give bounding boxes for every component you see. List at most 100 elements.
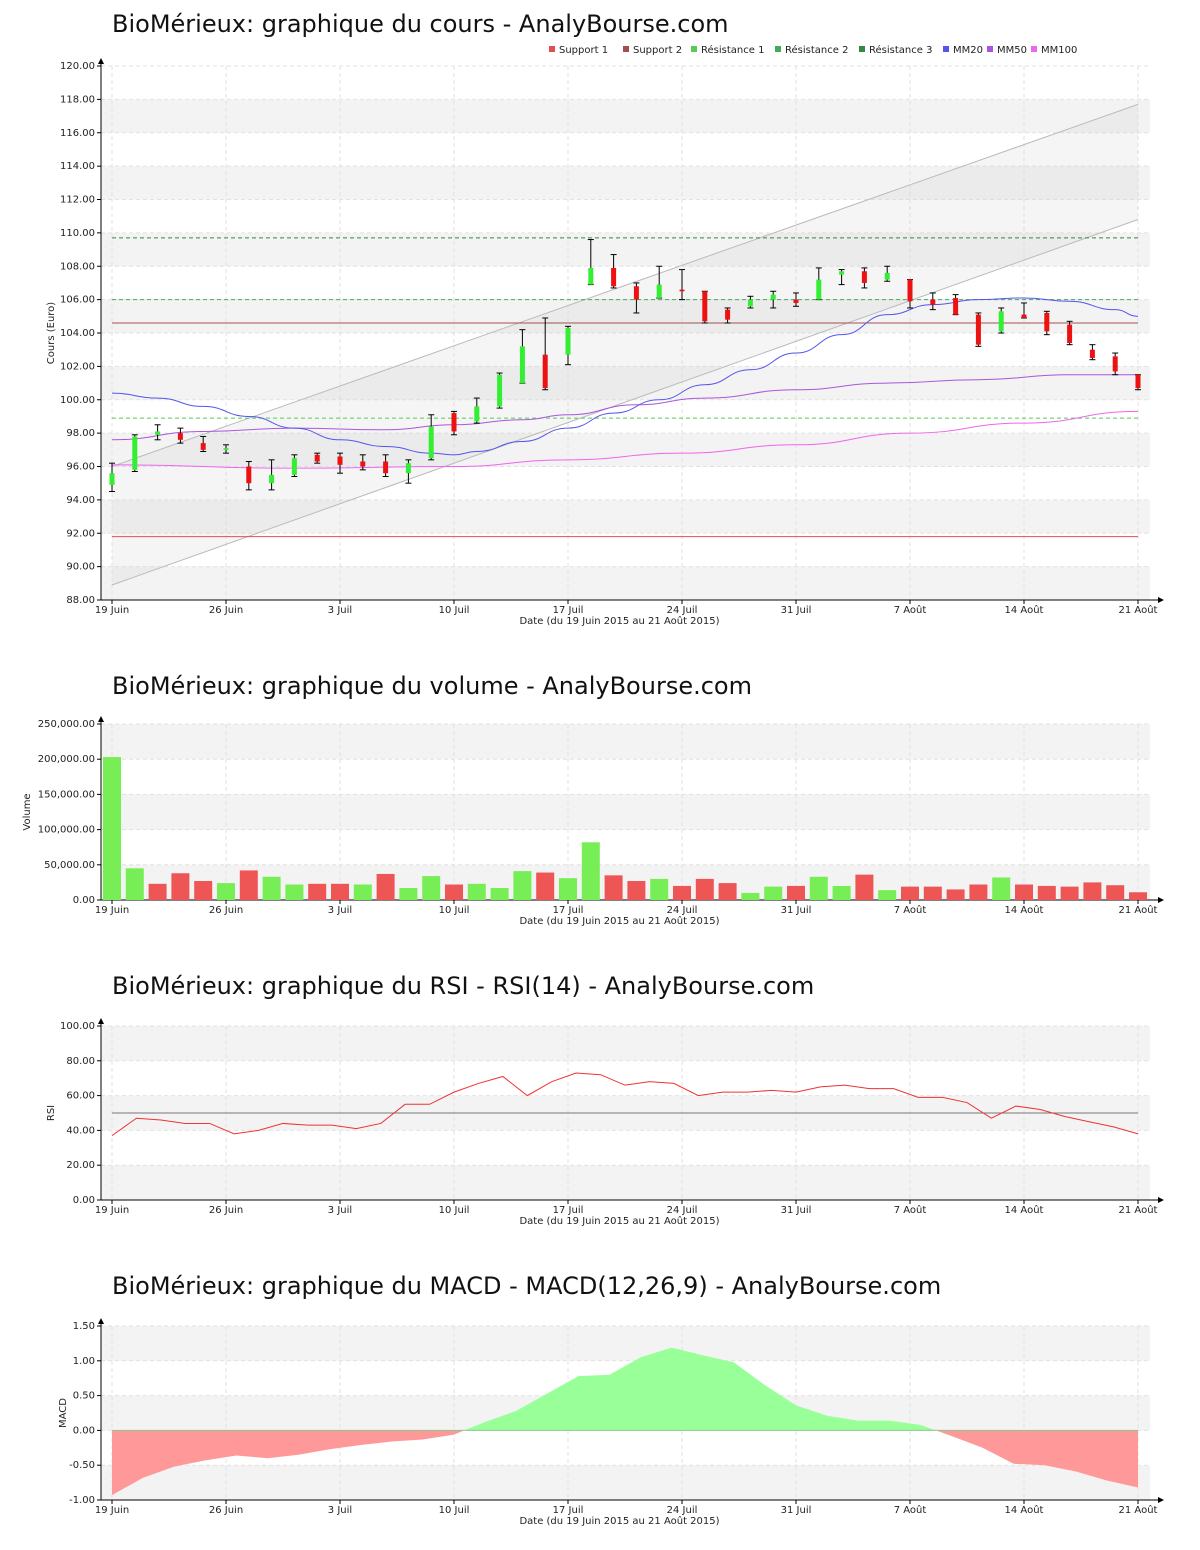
volume-bar	[627, 880, 646, 900]
price-ytick-label: 116.00	[60, 128, 95, 139]
volume-xtick-label: 26 Juin	[209, 905, 243, 916]
rsi-ytick-label: 80.00	[66, 1056, 95, 1067]
rsi-line	[111, 1072, 1139, 1137]
volume-bar	[217, 883, 235, 900]
volume-bar	[923, 886, 942, 900]
volume-ytick-label: 0.00	[73, 895, 95, 906]
price-xtick-label: 31 Juil	[781, 605, 812, 616]
price-band	[101, 566, 1150, 600]
macd-xtick-label: 24 Juil	[667, 1505, 698, 1516]
volume-xtick-label: 24 Juil	[667, 905, 698, 916]
price-ytick-label: 114.00	[60, 161, 95, 172]
candle-body	[337, 456, 343, 465]
volume-bar	[855, 874, 874, 900]
candle-body	[953, 297, 959, 315]
volume-x-arrow	[1158, 897, 1164, 903]
volume-band	[101, 794, 1150, 830]
volume-band	[101, 724, 1150, 760]
volume-y-axis-label: Volume	[22, 793, 33, 830]
legend-swatch	[623, 46, 629, 52]
price-band	[101, 166, 1150, 200]
volume-ytick-label: 100,000.00	[38, 825, 95, 836]
legend-swatch	[549, 46, 555, 52]
volume-bar	[376, 873, 395, 900]
legend-label: Résistance 1	[701, 44, 764, 56]
volume-bar	[148, 883, 167, 900]
volume-bar	[103, 757, 121, 900]
legend-swatch	[775, 46, 781, 52]
macd-y-arrow	[98, 1318, 104, 1324]
price-xtick-label: 10 Juil	[439, 605, 470, 616]
volume-xtick-label: 21 Août	[1119, 904, 1158, 916]
volume-xtick-label: 14 Août	[1005, 904, 1044, 916]
price-ytick-label: 106.00	[60, 295, 95, 306]
candle-body	[839, 271, 845, 275]
candle-body	[155, 431, 161, 435]
volume-xtick-label: 19 Juin	[95, 905, 129, 916]
volume-ytick-label: 150,000.00	[38, 789, 95, 800]
volume-ytick-label: 250,000.00	[38, 719, 95, 730]
candle-body	[428, 426, 434, 459]
price-xtick-label: 19 Juin	[95, 605, 129, 616]
candle-body	[1112, 356, 1118, 372]
rsi-xtick-label: 26 Juin	[209, 1205, 243, 1216]
volume-bar	[285, 884, 304, 900]
candle-body	[314, 454, 320, 462]
volume-bar	[1037, 885, 1056, 900]
volume-bar	[445, 884, 463, 900]
macd-band	[101, 1326, 1150, 1361]
rsi-xtick-label: 3 Juil	[328, 1205, 352, 1216]
volume-bar	[422, 876, 441, 900]
volume-bar	[809, 876, 828, 900]
volume-bar	[901, 886, 919, 900]
candle-body	[611, 267, 617, 287]
rsi-y-arrow	[98, 1018, 104, 1024]
volume-bar	[559, 878, 577, 900]
volume-bar	[239, 870, 258, 900]
macd-ytick-label: 0.00	[73, 1425, 95, 1436]
price-x-arrow	[1158, 597, 1164, 603]
candle-body	[451, 413, 457, 432]
candle-body	[497, 374, 503, 407]
candle-body	[679, 289, 685, 292]
price-band	[101, 299, 1150, 333]
macd-xtick-label: 14 Août	[1005, 1504, 1044, 1516]
candle-body	[474, 406, 480, 422]
volume-bar	[1060, 886, 1079, 900]
candle-body	[223, 448, 229, 450]
macd-band	[101, 1465, 1150, 1500]
volume-xtick-label: 3 Juil	[328, 905, 352, 916]
volume-bar	[399, 888, 418, 900]
volume-bar	[262, 876, 281, 900]
price-band	[101, 232, 1150, 267]
price-ytick-label: 108.00	[60, 261, 95, 272]
macd-ytick-label: 1.00	[73, 1356, 95, 1367]
legend-swatch	[859, 46, 865, 52]
volume-ytick-label: 50,000.00	[44, 860, 95, 871]
volume-xtick-label: 17 Juil	[553, 905, 584, 916]
legend-label: Support 1	[559, 45, 608, 56]
legend-swatch	[987, 46, 993, 52]
candle-body	[1067, 324, 1073, 344]
volume-bar	[353, 884, 372, 900]
rsi-xtick-label: 24 Juil	[667, 1205, 698, 1216]
rsi-band	[101, 1165, 1150, 1200]
volume-bar	[467, 883, 486, 900]
price-ytick-label: 94.00	[66, 495, 95, 506]
candle-body	[702, 291, 708, 322]
volume-bar	[1129, 892, 1147, 900]
volume-bar	[604, 875, 623, 900]
mm20-line	[111, 297, 1139, 456]
volume-bar	[331, 883, 349, 900]
volume-bar	[969, 884, 988, 900]
regression-channel	[112, 104, 1138, 585]
candle-body	[405, 463, 411, 474]
macd-ytick-label: 0.50	[73, 1391, 95, 1402]
price-ytick-label: 98.00	[66, 428, 95, 439]
price-ytick-label: 96.00	[66, 462, 95, 473]
price-xtick-label: 21 Août	[1119, 604, 1158, 616]
volume-bar	[194, 880, 213, 900]
rsi-xtick-label: 17 Juil	[553, 1205, 584, 1216]
candle-body	[269, 474, 275, 484]
